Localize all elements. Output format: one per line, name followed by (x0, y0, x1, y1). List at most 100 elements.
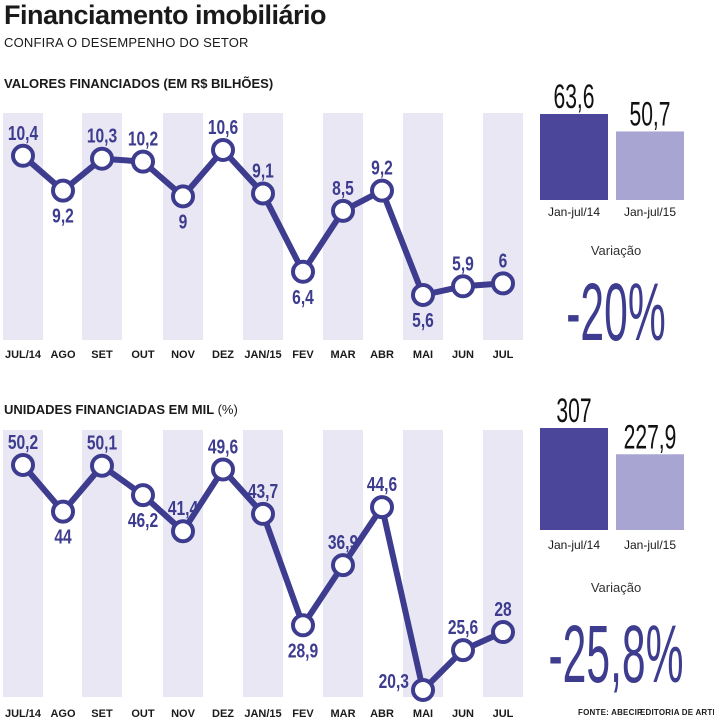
data-label: 41,4 (168, 497, 198, 519)
data-point (251, 501, 275, 526)
data-point (451, 274, 475, 299)
data-point (291, 259, 315, 284)
data-label: 10,4 (8, 122, 38, 144)
data-label: 10,2 (128, 128, 158, 150)
variation-value: -20% (566, 266, 666, 358)
data-label: 10,3 (87, 125, 117, 147)
data-label: 5,9 (452, 252, 474, 274)
x-tick-label: JUN (452, 708, 474, 720)
data-point (491, 620, 515, 645)
x-tick-label: MAR (330, 349, 355, 361)
variation-label: Variação (591, 243, 641, 258)
data-point (51, 178, 75, 203)
bar-value-label: 307 (556, 391, 591, 429)
x-tick-label: AGO (50, 708, 76, 720)
column-band (483, 430, 523, 697)
x-tick-label: DEZ (212, 349, 234, 361)
x-tick-label: NOV (171, 349, 196, 361)
variation-label: Variação (591, 580, 641, 595)
data-point (411, 283, 435, 307)
x-tick-label: JUL/14 (5, 349, 42, 361)
comparison-bar (540, 114, 608, 200)
line-chart-1: 10,4 9,2 10,3 10,2 9 10,6 9,1 6,4 8,5 9,2 5,6 5,9 6 J… (3, 113, 523, 361)
data-point (331, 553, 355, 578)
data-label: 44 (54, 526, 71, 548)
x-tick-label: FEV (292, 349, 314, 361)
x-tick-label: MAI (413, 708, 433, 720)
comparison-bars-1: 63,6 Jan-jul/14 50,7 Jan-jul/15 Variação -20% (540, 77, 684, 358)
data-label: 20,3 (379, 670, 409, 692)
data-point (90, 146, 114, 171)
x-tick-label: ABR (370, 708, 394, 720)
credit-note: EDITORIA DE ARTE (640, 708, 714, 717)
data-point (131, 149, 155, 174)
data-label: 49,6 (208, 436, 238, 458)
bar-category-label: Jan-jul/15 (624, 538, 676, 552)
x-tick-label: SET (91, 349, 113, 361)
data-point (171, 184, 195, 209)
x-tick-label: OUT (131, 708, 155, 720)
data-label: 9,1 (252, 160, 274, 182)
x-tick-label: JUL (493, 349, 514, 361)
comparison-bar (616, 454, 684, 530)
x-tick-label: JAN/15 (244, 349, 281, 361)
chart1-title: VALORES FINANCIADOS (EM R$ BILHÕES) (4, 76, 274, 91)
data-point (211, 138, 235, 162)
data-label: 6 (499, 250, 508, 272)
data-point (491, 271, 515, 296)
x-tick-label: DEZ (212, 708, 234, 720)
data-label: 10,6 (208, 116, 238, 138)
column-band (483, 113, 523, 340)
data-label: 50,1 (87, 432, 117, 454)
line-chart-2: 50,2 44 50,1 46,2 41,4 49,6 43,7 28,9 36,9 44,6 20… (3, 430, 523, 720)
bar-category-label: Jan-jul/15 (624, 205, 676, 219)
variation-value: -25,8% (548, 608, 683, 700)
bar-value-label: 50,7 (630, 94, 671, 132)
data-point (370, 178, 394, 203)
data-label: 46,2 (128, 509, 158, 531)
data-point (51, 499, 75, 524)
data-label: 50,2 (8, 431, 38, 453)
data-label: 6,4 (292, 286, 314, 308)
column-band (163, 430, 203, 697)
column-band (243, 430, 283, 697)
data-point (131, 483, 155, 508)
data-point (11, 453, 35, 477)
data-label: 36,9 (328, 531, 358, 553)
x-tick-label: AGO (50, 349, 76, 361)
x-tick-label: FEV (292, 708, 314, 720)
page-subtitle: CONFIRA O DESEMPENHO DO SETOR (4, 35, 249, 50)
column-band (243, 113, 283, 340)
data-point (331, 198, 355, 223)
data-label: 9,2 (52, 205, 74, 227)
x-tick-label: OUT (131, 349, 155, 361)
bar-value-label: 227,9 (624, 417, 677, 455)
data-point (291, 613, 315, 638)
data-point (211, 457, 235, 482)
data-label: 25,6 (448, 616, 478, 638)
data-label: 44,6 (367, 473, 397, 495)
x-tick-label: JAN/15 (244, 708, 281, 720)
data-label: 8,5 (332, 177, 354, 199)
data-point (370, 495, 394, 520)
data-label: 5,6 (412, 309, 434, 331)
comparison-bar (616, 131, 684, 200)
bar-value-label: 63,6 (554, 77, 595, 115)
data-label: 43,7 (248, 480, 278, 502)
data-label: 9,2 (371, 157, 393, 179)
data-point (251, 181, 275, 206)
x-tick-label: JUL (493, 708, 514, 720)
source-note: FONTE: ABECIP (578, 708, 643, 717)
comparison-bars-2: 307 Jan-jul/14 227,9 Jan-jul/15 Variação -25,… (540, 391, 684, 700)
x-tick-label: NOV (171, 708, 196, 720)
comparison-bar (540, 428, 608, 530)
data-point (11, 143, 35, 168)
data-label: 28 (494, 598, 511, 620)
x-tick-label: MAR (330, 708, 355, 720)
x-tick-label: SET (91, 708, 113, 720)
column-band (163, 113, 203, 340)
x-tick-label: JUN (452, 349, 474, 361)
column-band (403, 430, 443, 697)
data-label: 9 (179, 211, 188, 233)
